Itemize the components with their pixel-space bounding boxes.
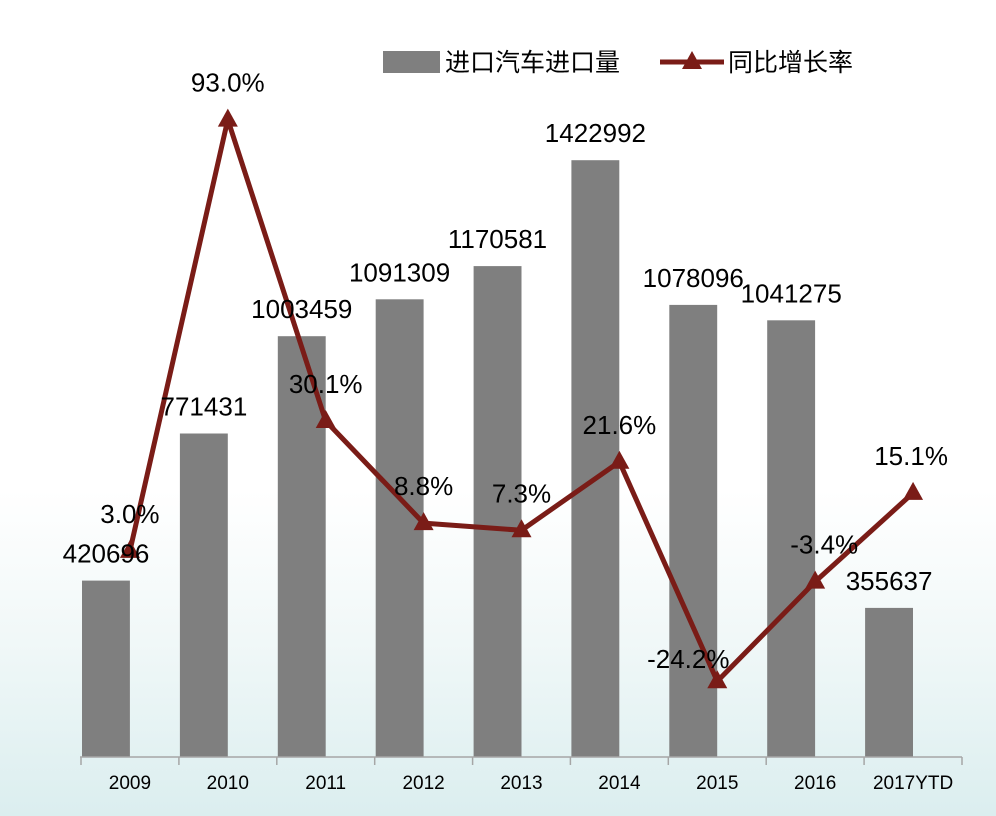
legend-triangle-marker-icon xyxy=(682,51,702,69)
x-tick-label: 2016 xyxy=(794,773,836,794)
legend-item-import-volume: 进口汽车进口量 xyxy=(383,48,620,77)
legend-item-growth-rate: 同比增长率 xyxy=(660,48,853,77)
x-tick-label: 2013 xyxy=(500,773,542,794)
x-tick-label: 2009 xyxy=(109,773,151,794)
bar-value-label: 1422992 xyxy=(545,118,646,148)
growth-marker-2015 xyxy=(707,670,728,689)
growth-marker-2010 xyxy=(217,108,238,127)
bar-value-label: 420696 xyxy=(63,539,150,569)
legend-swatch-bar xyxy=(383,51,440,73)
growth-marker-2011 xyxy=(315,410,336,428)
growth-rate-label: 3.0% xyxy=(100,499,159,529)
growth-rate-label: 93.0% xyxy=(191,68,265,98)
growth-rate-label: 8.8% xyxy=(394,471,453,501)
legend: 进口汽车进口量 同比增长率 xyxy=(383,48,853,77)
bar-2010 xyxy=(179,433,228,757)
growth-rate-label: -24.2% xyxy=(647,644,729,674)
bar-value-label: 355637 xyxy=(846,566,933,596)
x-tick-label: 2011 xyxy=(305,773,346,794)
bar-value-label: 771431 xyxy=(161,392,248,422)
growth-rate-label: 15.1% xyxy=(874,441,948,471)
growth-marker-2012 xyxy=(413,512,434,531)
growth-line-series xyxy=(119,108,924,689)
bar-2013 xyxy=(473,266,522,757)
growth-marker-2017YTD xyxy=(903,481,924,500)
x-tick-label: 2010 xyxy=(207,773,249,794)
bar-2011 xyxy=(277,336,326,757)
growth-marker-2014 xyxy=(609,450,630,469)
x-tick-label: 2014 xyxy=(598,773,641,794)
bar-value-label: 1041275 xyxy=(741,278,842,308)
growth-marker-2016 xyxy=(805,570,826,589)
bar-2017YTD xyxy=(865,607,913,757)
x-tick-label: 2012 xyxy=(402,773,444,794)
growth-marker-2013 xyxy=(511,519,532,538)
growth-rate-label: -3.4% xyxy=(790,530,858,560)
legend-label-growth-rate: 同比增长率 xyxy=(728,48,853,77)
bar-2014 xyxy=(571,160,620,757)
x-tick-label: 2015 xyxy=(696,773,738,794)
growth-rate-label: 7.3% xyxy=(492,478,551,508)
bar-2009 xyxy=(82,580,130,757)
bar-2015 xyxy=(669,304,718,757)
bar-2016 xyxy=(767,320,816,757)
growth-rate-label: 30.1% xyxy=(289,369,363,399)
x-axis: 2009 2010 2011 2012 2013 2014 2015 2016 2017YTD xyxy=(80,756,963,794)
bar-value-label: 1091309 xyxy=(349,257,450,287)
growth-marker-2009 xyxy=(119,539,140,558)
x-tick-label: 2017YTD xyxy=(873,773,953,794)
bar-value-label: 1003459 xyxy=(251,294,352,324)
bar-value-label: 1170581 xyxy=(448,224,547,254)
legend-label-import-volume: 进口汽车进口量 xyxy=(445,48,620,77)
bar-value-label: 1078096 xyxy=(643,263,744,293)
growth-rate-label: 21.6% xyxy=(583,410,657,440)
